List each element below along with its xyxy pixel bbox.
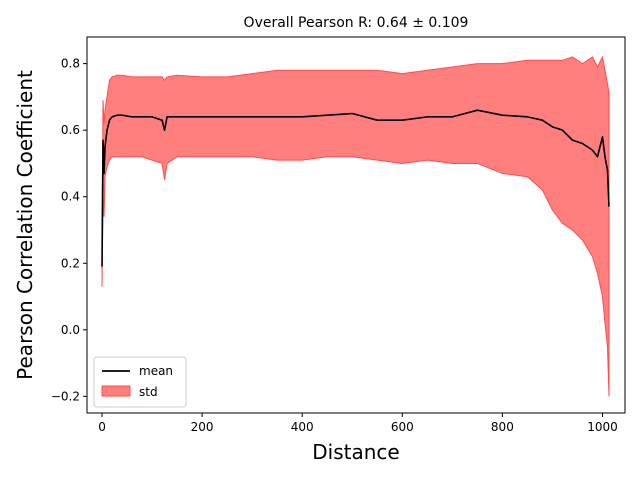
y-axis-ticks: −0.2 0.0 0.2 0.4 0.6 0.8: [51, 57, 87, 403]
y-tick-label: 0.4: [61, 190, 80, 204]
y-tick-label: 0.0: [61, 323, 80, 337]
y-tick-label: 0.8: [61, 57, 80, 71]
x-tick-label: 1000: [587, 420, 618, 434]
plot-area: [101, 55, 610, 397]
legend-std-swatch: [101, 385, 131, 397]
mean-line: [101, 109, 610, 267]
x-axis-ticks: 0 200 400 600 800 1000: [98, 413, 618, 434]
x-tick-label: 400: [291, 420, 314, 434]
x-tick-label: 0: [98, 420, 106, 434]
y-tick-label: 0.2: [61, 256, 80, 270]
legend-mean-label: mean: [139, 364, 173, 378]
y-tick-label: −0.2: [51, 389, 80, 403]
y-tick-label: 0.6: [61, 123, 80, 137]
chart-title: Overall Pearson R: 0.64 ± 0.109: [244, 15, 469, 31]
x-axis-title: Distance: [312, 440, 399, 464]
legend: mean std: [93, 356, 187, 408]
std-band: [101, 55, 610, 397]
plot-frame: [86, 36, 626, 414]
y-axis-title: Pearson Correlation Coefficient: [13, 70, 37, 380]
x-tick-label: 800: [491, 420, 514, 434]
legend-std-label: std: [139, 385, 158, 399]
x-tick-label: 600: [391, 420, 414, 434]
x-tick-label: 200: [191, 420, 214, 434]
